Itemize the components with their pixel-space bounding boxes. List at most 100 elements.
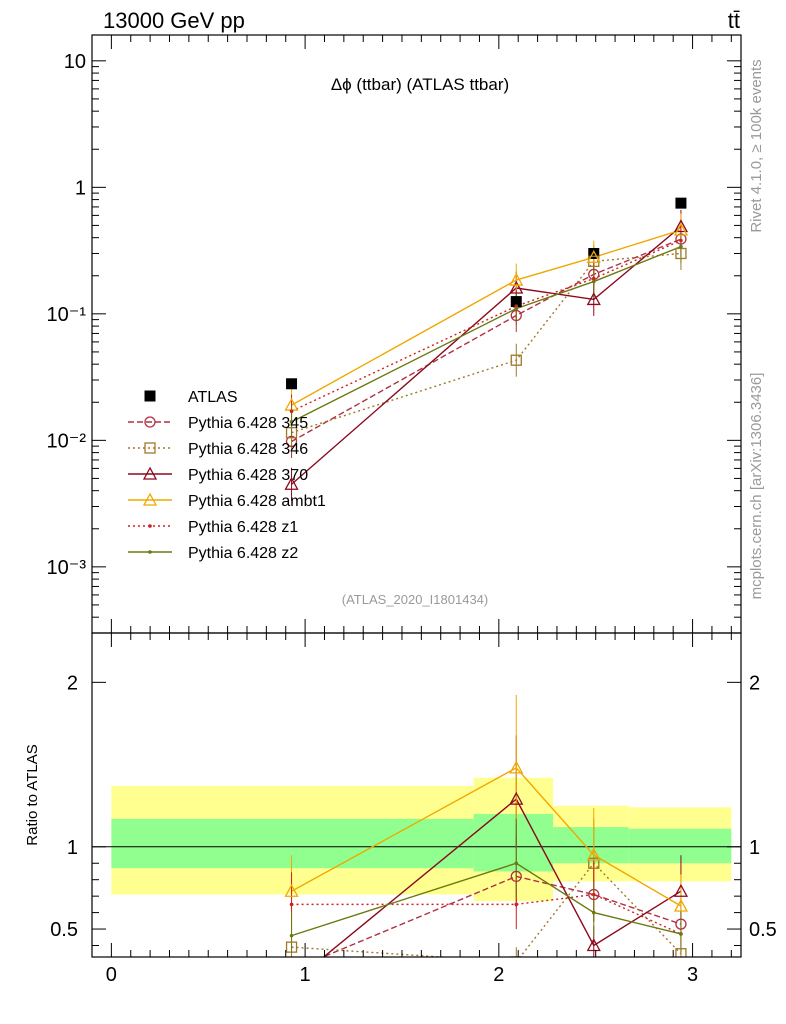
legend-z1-label: Pythia 6.428 z1 — [188, 519, 298, 536]
legend-p346-marker — [144, 442, 156, 454]
z2-ratio-point — [591, 910, 596, 915]
ambt1-ratio-point — [673, 898, 689, 912]
z1-point — [289, 409, 294, 413]
ratio-frame — [91, 632, 742, 958]
z1-line — [291, 239, 682, 412]
p345-ratio-line — [321, 875, 682, 957]
p345-ratio-point — [588, 888, 600, 901]
ratio-bands — [92, 777, 741, 902]
atlas-point — [286, 378, 298, 390]
z1-point — [679, 238, 683, 243]
legend-p345-label: Pythia 6.428 345 — [188, 415, 308, 432]
z2-ratio-point — [514, 861, 519, 866]
z1-point — [591, 276, 596, 281]
xtick-label: 0 — [106, 964, 117, 986]
p346-point — [675, 247, 687, 260]
ambt1-ratio-line — [291, 766, 682, 907]
p370-point — [586, 292, 601, 306]
z1-ratio-line — [291, 893, 682, 935]
z1-ratio-point — [514, 902, 519, 907]
legend-p370-label: Pythia 6.428 370 — [188, 467, 308, 484]
analysis-id: (ATLAS_2020_I1801434) — [342, 592, 488, 607]
ambt1-point — [586, 249, 601, 263]
z2-point — [514, 306, 519, 311]
p346-ratio-point — [510, 956, 522, 957]
rivet-label: Rivet 4.1.0, ≥ 100k events — [748, 59, 765, 232]
p345-point — [285, 435, 298, 448]
atlas-point — [510, 296, 522, 308]
atlas-point — [588, 247, 600, 259]
p346-ratio-point — [675, 948, 687, 957]
p345-ratio-point — [510, 870, 522, 883]
p345-ratio-point — [287, 965, 297, 975]
ratio-ytick-label-right: 0.5 — [749, 919, 777, 941]
main-ytick-label: 10⁻¹ — [47, 304, 87, 326]
legend-atlas-marker — [144, 390, 156, 402]
band-inner-2 — [553, 827, 629, 864]
mcplots-label: mcplots.cern.ch [arXiv:1306.3436] — [748, 373, 765, 600]
p370-ratio-point — [286, 977, 298, 988]
z2-point — [289, 420, 294, 424]
p370-ratio-point — [673, 883, 689, 897]
axes: 10 1 10⁻¹ 10⁻² 10⁻³ 0 1 2 3 2 2 1 1 0.5 0.5 — [47, 34, 777, 986]
ratio-ytick-label-right: 2 — [749, 672, 760, 694]
main-frame — [91, 34, 742, 634]
ratio-ytick-label-left: 1 — [67, 837, 78, 859]
band-inner-0 — [111, 818, 474, 869]
z2-point — [679, 244, 683, 249]
z2-ratio-point — [679, 932, 683, 936]
legend-z1-marker — [148, 524, 152, 528]
energy-label: 13000 GeV pp — [103, 8, 245, 33]
legend-z2-marker — [148, 550, 152, 554]
p345-ratio-point — [675, 918, 687, 930]
p370-line — [291, 225, 682, 485]
p370-point — [673, 219, 689, 233]
legend-ambt1-marker — [142, 492, 158, 506]
legend-p346-label: Pythia 6.428 346 — [188, 441, 308, 458]
ratio-ylabel: Ratio to ATLAS — [24, 744, 41, 845]
p370-ratio-line — [322, 798, 682, 957]
z2-line — [291, 245, 682, 423]
z1-ratio-point — [591, 892, 596, 897]
p346-ratio-point — [588, 857, 600, 869]
ratio-ytick-label-left: 2 — [67, 672, 78, 694]
p370-point — [284, 476, 299, 490]
series-lines — [291, 210, 682, 957]
p345-point — [510, 309, 522, 322]
z2-ratio-line — [291, 862, 682, 937]
p346-line — [291, 252, 682, 434]
main-ytick-label: 10⁻² — [47, 430, 87, 452]
band-inner-1 — [473, 813, 554, 872]
legend-ambt1-label: Pythia 6.428 ambt1 — [188, 493, 326, 510]
ambt1-ratio-point — [509, 760, 524, 774]
xtick-label: 1 — [300, 964, 311, 986]
band-inner-3 — [628, 828, 732, 864]
p370-point — [509, 280, 524, 294]
legend: ATLAS Pythia 6.428 345 Pythia 6.428 346 Pyt… — [128, 389, 326, 562]
p345-point — [675, 233, 687, 245]
z2-ratio-point — [289, 933, 294, 938]
series-points — [284, 197, 689, 988]
main-ytick-label: 10⁻³ — [47, 557, 87, 579]
main-ytick-label: 10 — [64, 51, 86, 73]
ratio-ytick-label-left: 0.5 — [50, 919, 78, 941]
ambt1-point — [673, 222, 689, 236]
z2-point — [591, 279, 596, 284]
p346-point — [285, 427, 298, 439]
ambt1-point — [509, 272, 524, 286]
ambt1-ratio-point — [586, 847, 601, 861]
ratio-ytick-label-right: 1 — [749, 837, 760, 859]
p346-ratio-point — [285, 941, 298, 953]
plot-title: Δϕ (ttbar) (ATLAS ttbar) — [331, 75, 509, 94]
legend-p370-marker — [142, 466, 158, 480]
legend-p345-marker — [144, 416, 156, 428]
xtick-label: 2 — [493, 964, 504, 986]
process-label: tt̄ — [728, 8, 740, 33]
main-ytick-label: 1 — [75, 177, 86, 199]
atlas-point — [675, 197, 687, 209]
xtick-label: 3 — [687, 964, 698, 986]
z1-ratio-point — [289, 902, 294, 907]
p346-point — [510, 354, 522, 366]
p370-ratio-point — [509, 791, 524, 805]
